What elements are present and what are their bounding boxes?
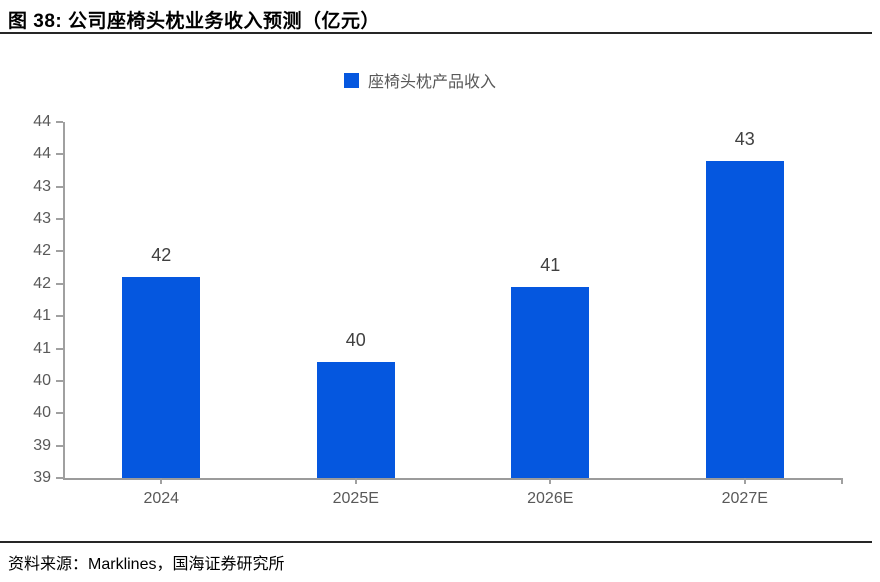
bar-2025E — [316, 361, 395, 478]
bar-2027E — [705, 160, 784, 478]
bar-value-label: 41 — [540, 255, 561, 276]
y-axis-tick-label: 44 — [33, 113, 51, 130]
y-axis-tick — [56, 379, 63, 382]
title-divider — [0, 32, 872, 34]
x-axis-tick-label: 2027E — [721, 490, 768, 507]
y-axis-tick-label: 39 — [33, 436, 51, 454]
y-axis-line — [63, 122, 65, 478]
x-axis-line — [63, 478, 842, 480]
y-axis-tick — [56, 412, 63, 415]
source-label: 资料来源： — [8, 556, 89, 573]
bar-value-label: 42 — [151, 245, 172, 266]
x-axis-tick — [549, 478, 552, 484]
x-axis-tick-label: 2025E — [332, 490, 379, 507]
y-axis-tick-label: 40 — [33, 404, 51, 422]
y-axis-tick-label: 39 — [33, 469, 51, 486]
y-axis-tick-label: 42 — [33, 242, 51, 260]
x-axis-tick — [743, 478, 746, 484]
footer-divider — [0, 541, 872, 543]
source-rest: ，国海证券研究所 — [156, 556, 285, 573]
x-axis-tick-label: 2026E — [527, 490, 574, 507]
legend-swatch-icon — [344, 72, 359, 88]
y-axis-tick-label: 43 — [33, 210, 51, 228]
plot-area: 39 39 40 40 41 41 42 42 43 43 44 44 42 2024 40 2025E 41 2… — [33, 113, 843, 507]
y-axis-tick-label: 43 — [33, 177, 51, 195]
chart-title: 图 38: 公司座椅头枕业务收入预测（亿元） — [8, 11, 381, 32]
bar-value-label: 43 — [734, 128, 755, 149]
y-axis-tick — [56, 477, 63, 479]
x-axis-tick-label: 2024 — [143, 490, 180, 507]
y-axis-tick — [56, 218, 63, 221]
legend: 座椅头枕产品收入 — [344, 68, 496, 92]
x-axis-tick — [160, 478, 163, 484]
y-axis-tick — [56, 444, 63, 447]
y-axis-tick-label: 40 — [33, 371, 51, 389]
bar-2026E — [511, 287, 590, 478]
y-axis-tick-label: 41 — [33, 339, 51, 357]
legend-label: 座椅头枕产品收入 — [368, 74, 497, 91]
source-brand: Marklines — [88, 556, 157, 573]
y-axis-tick — [56, 250, 63, 253]
bar-2024 — [122, 277, 201, 478]
x-axis-end-tick — [841, 478, 843, 484]
y-axis-tick — [56, 185, 63, 188]
y-axis-tick — [56, 153, 63, 156]
bar-value-label: 40 — [345, 329, 366, 350]
y-axis-tick — [56, 347, 63, 350]
y-axis-tick — [56, 121, 63, 123]
y-axis-tick-label: 41 — [33, 307, 51, 325]
y-axis-tick — [56, 315, 63, 318]
y-axis-tick-label: 42 — [33, 274, 51, 292]
y-axis-tick-label: 44 — [33, 145, 51, 163]
y-axis-tick — [56, 282, 63, 285]
x-axis-tick — [354, 478, 357, 484]
source-line: 资料来源：Marklines，国海证券研究所 — [8, 550, 285, 574]
